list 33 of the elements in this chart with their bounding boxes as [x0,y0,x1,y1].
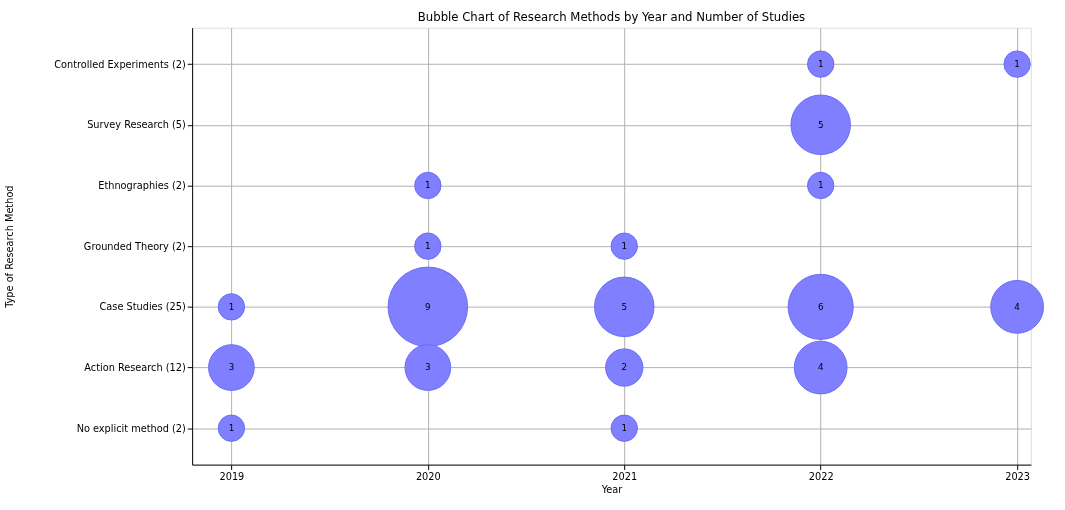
annotation: 3 [425,362,431,373]
annotation: 9 [425,301,431,312]
x-tick-label: 2020 [415,470,441,482]
annotation: 1 [621,241,628,252]
y-tick-label: Case Studies (25) [99,301,186,313]
annotation: 1 [228,423,235,434]
chart-title: Bubble Chart of Research Methods by Year and Number of Studies [417,9,806,24]
annotation: 4 [817,362,824,373]
annotation: 1 [425,180,431,191]
x-tick-label: 2019 [219,470,245,482]
annotation: 1 [817,180,824,191]
annotation: 3 [228,362,235,373]
annotation: 2 [621,362,628,373]
y-axis-title: Type of Research Method [4,185,16,309]
annotation: 1 [228,301,235,312]
x-tick-label: 2022 [808,470,834,482]
annotation: 4 [1014,301,1021,312]
annotation: 1 [425,241,431,252]
y-tick-label: Survey Research (5) [87,119,186,131]
annotation: 5 [621,301,628,312]
annotation: 1 [817,59,824,70]
x-axis-title: Year [600,484,624,496]
y-tick-label: Ethnographies (2) [98,179,186,191]
x-tick-label: 2021 [612,470,638,482]
y-tick-label: No explicit method (2) [76,422,186,434]
y-tick-label: Grounded Theory (2) [83,240,186,252]
y-tick-label: Action Research (12) [84,361,186,373]
y-tick-label: Controlled Experiments (2) [54,58,186,70]
annotation: 1 [621,423,628,434]
annotation: 5 [817,119,824,130]
x-tick-label: 2023 [1005,470,1031,482]
annotation: 1 [1014,59,1020,70]
annotation: 6 [817,301,824,312]
